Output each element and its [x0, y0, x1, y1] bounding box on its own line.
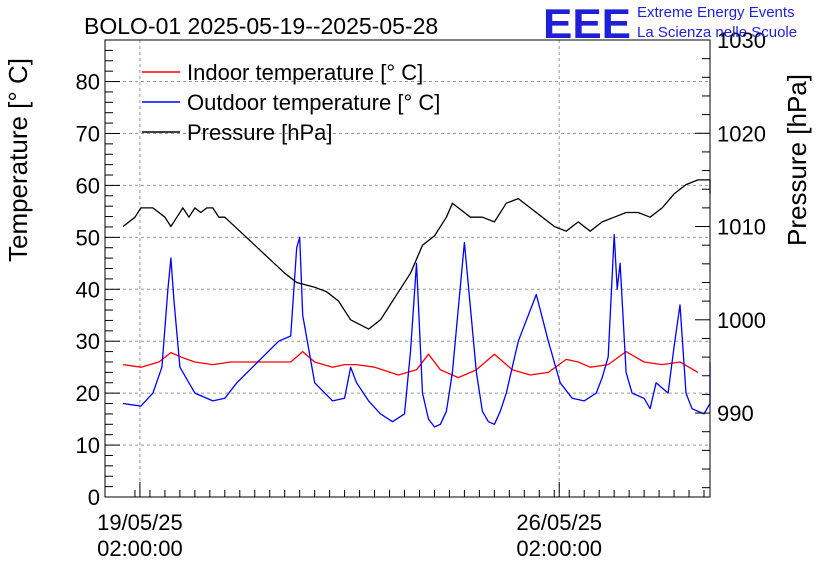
x-tick-label-time: 02:00:00 [516, 536, 602, 561]
y-tick-label: 70 [76, 121, 100, 146]
legend-label-3: Pressure [hPa] [187, 120, 333, 145]
series-layer [122, 179, 711, 428]
y2-axis-label: Pressure [hPa] [782, 74, 812, 246]
eee-logo: EEE [543, 0, 631, 47]
axes: 01020304050607080990100010101020103019/0… [76, 28, 766, 561]
y-tick-label: 60 [76, 173, 100, 198]
series-line-3 [122, 179, 711, 330]
y-tick-label: 20 [76, 381, 100, 406]
series-line-1 [122, 350, 699, 379]
y2-tick-label: 1010 [717, 215, 766, 240]
x-tick-label-time: 02:00:00 [97, 536, 183, 561]
x-tick-label-date: 19/05/25 [97, 510, 183, 535]
legend: Indoor temperature [° C] Outdoor temperat… [142, 60, 440, 145]
y-tick-label: 40 [76, 277, 100, 302]
legend-label-1: Indoor temperature [° C] [187, 60, 423, 85]
y2-tick-label: 990 [717, 401, 754, 426]
y2-tick-label: 1020 [717, 121, 766, 146]
y-tick-label: 0 [88, 485, 100, 510]
x-tick-label-date: 26/05/25 [516, 510, 602, 535]
y2-tick-label: 1000 [717, 308, 766, 333]
y2-tick-label: 1030 [717, 28, 766, 53]
y-axis-label: Temperature [° C] [3, 58, 33, 262]
legend-label-2: Outdoor temperature [° C] [187, 90, 440, 115]
logo-line-1: Extreme Energy Events [637, 4, 795, 21]
grid [105, 40, 710, 497]
y-tick-label: 50 [76, 225, 100, 250]
chart-title: BOLO-01 2025-05-19--2025-05-28 [84, 13, 438, 39]
y-tick-label: 10 [76, 433, 100, 458]
y-tick-label: 80 [76, 70, 100, 95]
series-line-2 [122, 234, 711, 428]
logo-line-2: La Scienza nelle Scuole [637, 24, 798, 41]
y-tick-label: 30 [76, 329, 100, 354]
